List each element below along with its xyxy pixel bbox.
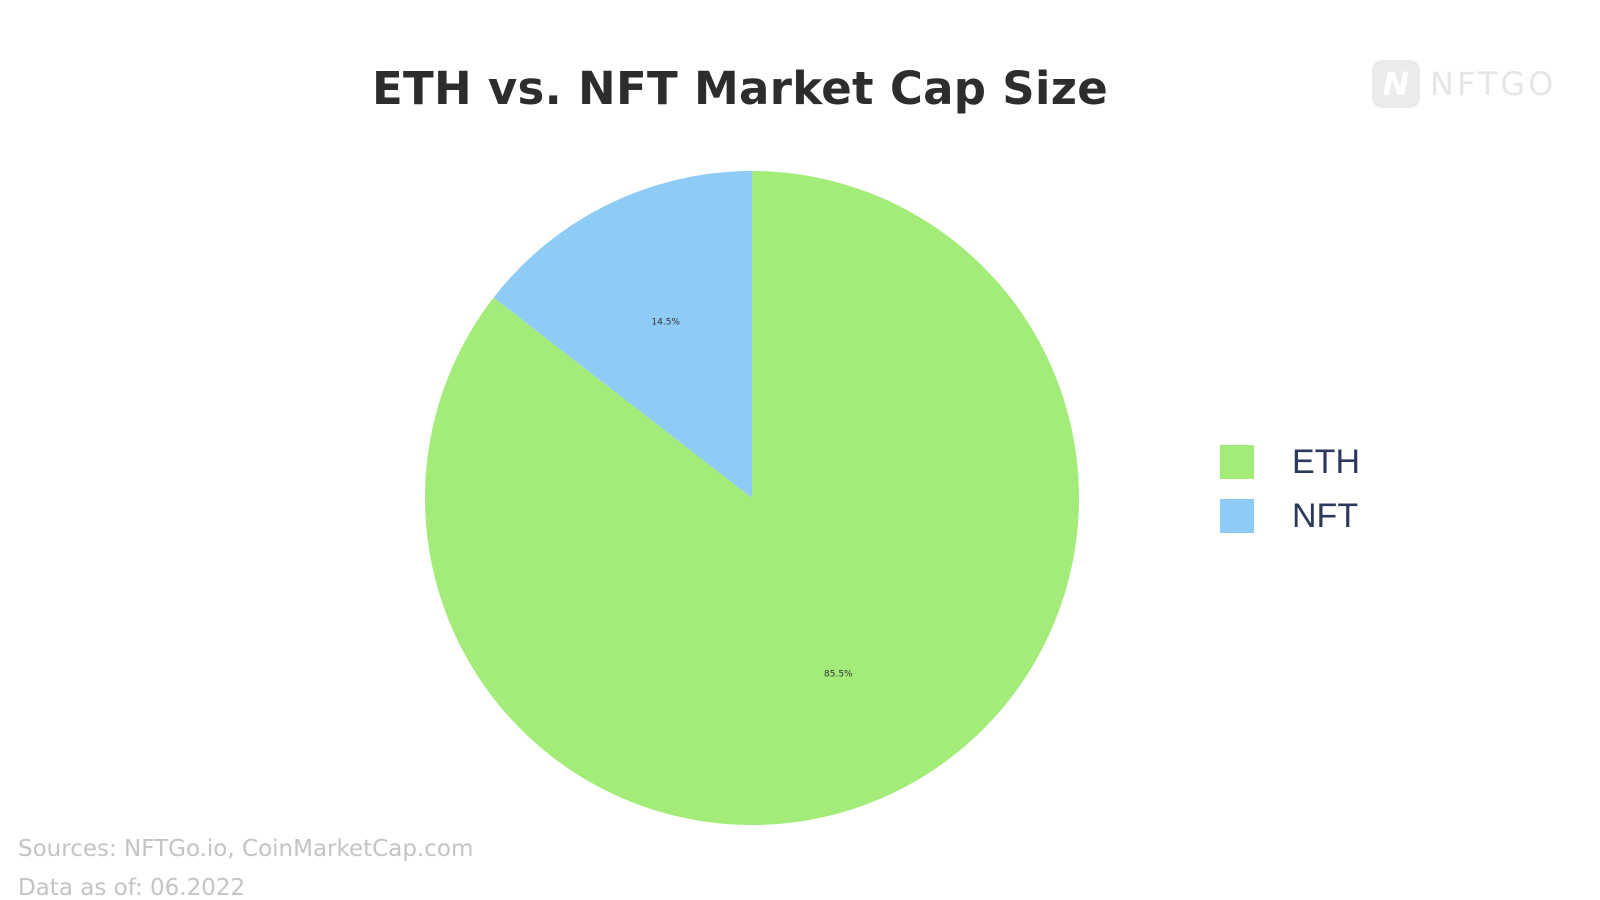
chart-title: ETH vs. NFT Market Cap Size xyxy=(371,62,1109,115)
legend-label-eth: ETH xyxy=(1292,442,1360,481)
legend-swatch-nft xyxy=(1220,499,1254,533)
nftgo-logo: N NFTGO xyxy=(1372,60,1556,108)
pie-label-eth: 85.5% xyxy=(824,670,853,680)
legend-item-nft: NFT xyxy=(1220,489,1360,543)
legend-item-eth: ETH xyxy=(1220,435,1360,489)
nftgo-logo-icon: N xyxy=(1372,60,1420,108)
pie-label-nft: 14.5% xyxy=(651,317,680,327)
nftgo-logo-text: NFTGO xyxy=(1430,65,1557,103)
legend-swatch-eth xyxy=(1220,445,1254,479)
sources-note: Sources: NFTGo.io, CoinMarketCap.com xyxy=(18,836,474,862)
chart-legend: ETH NFT xyxy=(1220,435,1360,543)
pie-slice-nft xyxy=(493,171,752,498)
data-as-of-note: Data as of: 06.2022 xyxy=(18,875,246,900)
legend-label-nft: NFT xyxy=(1292,496,1359,535)
